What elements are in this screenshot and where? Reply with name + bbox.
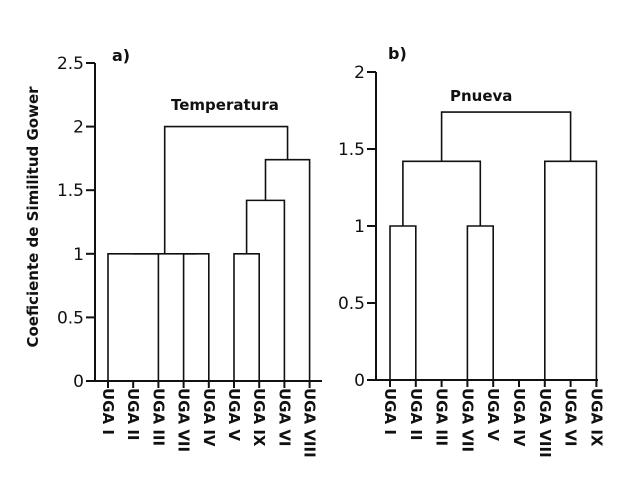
- leaf-label: UGA IV: [200, 388, 218, 447]
- y-tick-label: 0: [354, 371, 365, 391]
- leaf-label: UGA IV: [510, 388, 528, 447]
- y-tick-label: 2.5: [57, 54, 84, 74]
- panel-a-leaf-labels: UGA I UGA II UGA III UGA VII UGA IV UGA V UGA …: [99, 381, 319, 458]
- y-axis-title: Coeficiente de Similitud Gower: [24, 86, 42, 348]
- panel-b-leaf-labels: UGA I UGA II UGA III UGA VII UGA V UGA IV UGA …: [381, 380, 605, 458]
- leaf-label: UGA VIII: [301, 388, 319, 458]
- leaf-label: UGA VIII: [536, 388, 554, 458]
- dendrogram-link: [264, 158, 311, 381]
- leaf-label: UGA VII: [458, 388, 476, 452]
- leaf-label: UGA VI: [562, 388, 580, 447]
- leaf-label: UGA I: [381, 388, 399, 435]
- dendrogram-link: [163, 125, 289, 254]
- y-tick-label: 0.5: [57, 308, 84, 328]
- leaf-label: UGA IX: [250, 388, 268, 447]
- leaf-label: UGA III: [433, 388, 451, 446]
- dendrogram-link: [245, 199, 286, 381]
- panel-a-title: Temperatura: [171, 96, 279, 114]
- panel-b-title: Pnueva: [450, 87, 512, 105]
- panel-b-letter: b): [388, 44, 407, 63]
- y-tick-label: 1.5: [57, 181, 84, 201]
- y-tick-label: 1: [354, 217, 365, 237]
- dendrogram-link: [107, 253, 160, 381]
- leaf-label: UGA IX: [587, 388, 605, 447]
- leaf-label: UGA VI: [275, 388, 293, 447]
- panel-a-ticks: 0 0.5 1 1.5 2 2.5: [57, 54, 95, 392]
- leaf-label: UGA II: [124, 388, 142, 441]
- dendrogram-link: [466, 225, 494, 380]
- dendrogram-link: [389, 225, 417, 380]
- dendrogram-link: [440, 111, 572, 162]
- y-tick-label: 1: [73, 245, 84, 265]
- dendrogram-link: [182, 253, 210, 381]
- panel-b-ticks: 0 0.5 1 1.5 2: [338, 63, 376, 391]
- panel-b-pnueva: b) Pnueva 00.511.52 UGA I UGA II UGA III UG…: [338, 44, 605, 458]
- y-tick-label: 1.5: [338, 140, 365, 160]
- leaf-label: UGA II: [407, 388, 425, 441]
- leaf-label: UGA I: [99, 388, 117, 435]
- panel-a-temperatura: a) Temperatura 00.511.522.5 UGA I UGA II U…: [57, 46, 322, 458]
- y-tick-label: 0.5: [338, 294, 365, 314]
- panel-b-links: [389, 111, 598, 380]
- panel-a-links: [107, 125, 311, 381]
- dendrogram-link: [233, 253, 260, 381]
- y-tick-label: 2: [354, 63, 365, 83]
- leaf-label: UGA V: [225, 388, 243, 441]
- leaf-label: UGA V: [484, 388, 502, 441]
- y-tick-label: 0: [73, 372, 84, 392]
- y-tick-label: 2: [73, 118, 84, 138]
- panel-a-letter: a): [112, 46, 130, 65]
- leaf-label: UGA III: [149, 388, 167, 446]
- leaf-label: UGA VII: [175, 388, 193, 452]
- dendrogram-link: [544, 160, 598, 380]
- dendrogram-link: [402, 160, 482, 226]
